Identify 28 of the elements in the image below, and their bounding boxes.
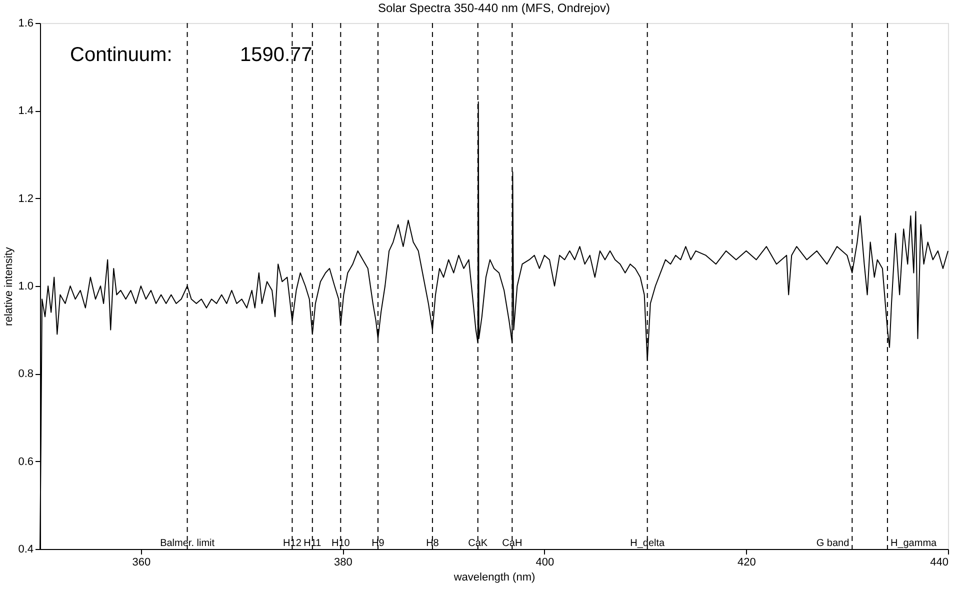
y-tick-label: 1.4 (18, 105, 34, 118)
y-axis-title: relative intensity (3, 246, 16, 326)
ref-line-label: H12 (283, 538, 302, 549)
annotation: 1590.77 (240, 44, 312, 66)
ref-line-label: H_delta (630, 538, 666, 549)
y-tick-label: 0.4 (18, 544, 34, 556)
ref-line-label: H10 (331, 538, 350, 549)
x-tick-label: 440 (930, 556, 948, 568)
ref-line-label: CaK (468, 538, 488, 549)
chart-title: Solar Spectra 350-440 nm (MFS, Ondrejov) (378, 1, 610, 15)
x-tick-label: 400 (536, 556, 554, 568)
ref-line-label: H8 (426, 538, 440, 549)
y-tick-label: 0.6 (18, 456, 34, 468)
ref-line-label: CaH (502, 538, 522, 549)
y-tick-label: 1.0 (18, 280, 34, 292)
y-tick-label: 1.2 (18, 192, 34, 205)
ref-line-label: H9 (372, 538, 385, 549)
ref-line-label: H_gamma (890, 538, 938, 549)
x-axis-title: wavelength (nm) (452, 572, 536, 584)
annotation: Continuum: (70, 44, 172, 66)
x-tick-label: 420 (738, 556, 756, 568)
ref-line-label: Balmer. limit (160, 538, 215, 549)
ref-line-label: G band (816, 538, 850, 549)
y-tick-label: 0.8 (18, 368, 34, 380)
ref-line-label: H11 (304, 538, 322, 549)
y-tick-label: 1.6 (18, 18, 34, 30)
x-tick-label: 380 (334, 556, 352, 568)
x-tick-label: 360 (132, 556, 151, 568)
